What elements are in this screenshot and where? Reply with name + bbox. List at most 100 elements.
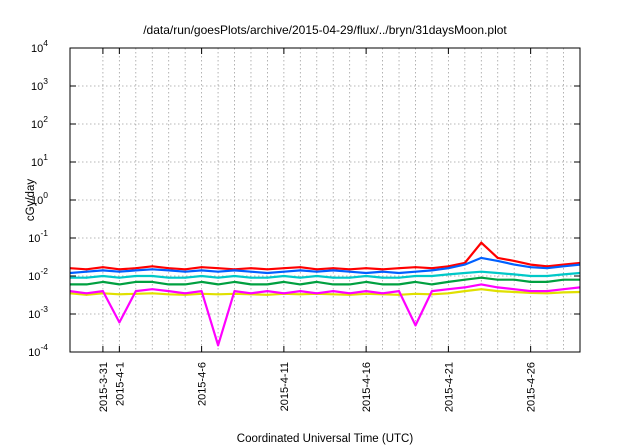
series-point-2 [562,273,565,276]
series-point-4 [217,293,220,296]
series-line-5 [70,283,580,347]
series-point-2 [332,276,335,279]
series-point-0 [447,265,450,268]
series-point-0 [134,267,137,270]
series-point-2 [233,275,236,277]
series-point-3 [529,280,532,283]
series-point-3 [85,283,88,286]
y-tick-label-exponent: 0 [43,190,48,200]
series-point-1 [299,269,302,272]
y-axis-label: cGy/day [25,179,37,221]
series-point-4 [332,293,335,296]
series-point-5 [513,288,516,291]
series-point-3 [151,280,154,283]
series-point-3 [496,278,499,281]
series-point-4 [529,291,532,294]
y-tick-label-base: 10 [31,43,43,55]
series-point-0 [299,266,302,269]
series-point-2 [282,275,285,277]
series-point-0 [513,259,516,262]
series-point-5 [562,288,565,291]
y-tick-label: 103 [31,76,48,93]
series-point-2 [299,276,302,279]
x-tick-label: 2015-4-6 [197,362,209,406]
y-tick-label: 102 [31,114,48,131]
series-point-5 [134,290,137,293]
series-point-3 [134,280,137,283]
y-tick-label: 104 [31,38,48,55]
y-tick-label-base: 10 [31,81,43,93]
series-point-0 [200,266,203,269]
series-point-1 [348,270,351,273]
series-point-0 [184,268,187,271]
series-point-5 [315,292,318,295]
series-point-4 [118,293,121,296]
series-point-2 [529,275,532,277]
series-point-0 [381,268,384,271]
series-point-2 [200,275,203,277]
series-point-2 [513,273,516,276]
series-point-3 [398,283,400,286]
series-point-5 [250,292,252,295]
series-point-0 [85,268,88,271]
series-point-4 [365,292,368,295]
series-point-4 [513,291,516,293]
series-point-1 [414,270,417,273]
y-tick-label-base: 10 [28,309,40,321]
x-tick-label: 2015-4-11 [279,362,291,411]
series-point-2 [167,276,170,279]
series-point-2 [151,275,154,277]
series-point-3 [348,283,351,286]
series-line-0 [70,241,580,271]
y-tick-label-exponent: 1 [43,152,48,162]
series-point-3 [381,283,384,286]
series-point-1 [398,272,400,274]
series-point-0 [562,263,565,266]
series-point-3 [233,280,236,283]
series-point-0 [430,267,433,270]
series-point-1 [332,269,335,272]
series-point-1 [381,270,384,273]
y-tick-label-base: 10 [28,233,40,245]
series-point-2 [381,276,384,279]
series-point-5 [200,290,203,293]
x-tick-label: 2015-4-26 [526,362,538,412]
series-point-2 [365,275,368,277]
x-tick-label: 2015-4-1 [114,362,126,406]
series-point-2 [217,276,220,279]
series-point-5 [480,283,483,286]
series-layer [70,241,580,347]
series-point-2 [546,275,549,277]
series-point-3 [217,283,220,286]
series-point-3 [266,283,269,286]
series-point-3 [101,280,104,283]
series-point-5 [101,290,104,293]
series-point-3 [546,280,549,283]
series-point-5 [381,292,384,295]
series-point-3 [562,278,565,281]
series-point-2 [398,276,400,279]
series-point-1 [266,272,269,274]
y-tick-label: 10-3 [28,304,48,321]
series-point-1 [134,269,137,272]
series-point-1 [546,267,549,270]
series-point-1 [151,268,154,271]
x-tick-labels: 2015-3-31 2015-4-1 2015-4-6 2015-4-11 2015-4… [98,362,538,412]
series-line-2 [70,270,580,279]
x-tick-label: 2015-4-21 [443,362,455,412]
series-point-1 [101,269,104,272]
series-point-3 [200,280,203,283]
y-tick-label-exponent: -2 [40,266,48,276]
x-tick-label: 2015-4-16 [361,362,373,412]
x-axis-label: Coordinated Universal Time (UTC) [237,433,414,445]
y-tick-label-base: 10 [28,347,40,359]
series-point-2 [447,273,450,276]
series-point-3 [250,283,252,286]
series-point-2 [184,276,187,279]
series-point-2 [480,270,483,273]
series-point-0 [398,267,400,270]
series-point-3 [332,283,335,286]
series-point-0 [217,267,220,270]
series-point-5 [529,290,532,293]
